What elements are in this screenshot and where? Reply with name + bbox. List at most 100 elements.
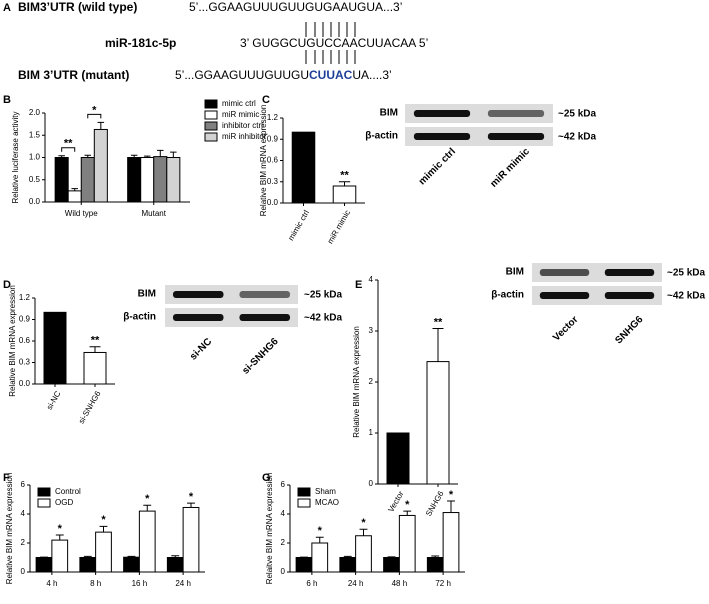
- y-tick-label: 2: [21, 538, 26, 547]
- x-tick-label: Vector: [386, 489, 405, 513]
- blot-row-label: BIM: [506, 267, 524, 278]
- blot-size-label: ~25 kDa: [558, 109, 597, 120]
- error-bar: [84, 154, 92, 158]
- error-bar: [403, 510, 412, 516]
- bar: [166, 157, 181, 203]
- legend-swatch: [297, 498, 311, 508]
- error-bar: [130, 154, 138, 158]
- sig-label: *: [361, 517, 366, 529]
- mutant-seq-part: UA....3’: [352, 68, 391, 82]
- bar: [295, 557, 313, 573]
- mutant-seq-site: CUUAC: [309, 68, 353, 82]
- bar: [80, 157, 95, 203]
- bar: [182, 506, 200, 573]
- sig-label: *: [405, 499, 410, 511]
- panel-letter: C: [262, 94, 270, 106]
- x-tick-label: Wild type: [65, 209, 98, 218]
- y-axis-label: Relative BIM mRNA expression: [352, 326, 361, 438]
- blot-band: [239, 291, 291, 298]
- bar: [291, 131, 316, 204]
- blot-band: [539, 269, 590, 276]
- blot-size-label: ~42 kDa: [304, 313, 343, 324]
- error-bar: [97, 121, 105, 130]
- x-tick-label: SNHG6: [424, 489, 446, 518]
- error-bar: [432, 327, 444, 362]
- y-tick-label: 1.5: [29, 130, 41, 139]
- error-bar: [315, 536, 324, 543]
- sig-label: **: [91, 335, 100, 347]
- y-tick-label: 1: [369, 428, 374, 437]
- y-tick-label: 2: [281, 538, 286, 547]
- x-tick-label: 48 h: [392, 579, 408, 588]
- x-tick-label: 4 h: [46, 579, 57, 588]
- y-tick-label: 2: [369, 377, 374, 386]
- x-tick-label: miR mimic: [326, 209, 352, 246]
- error-bar: [83, 555, 92, 558]
- error-bar: [58, 155, 65, 158]
- blot-size-label: ~42 kDa: [558, 132, 597, 143]
- mirna-label: miR-181c-5p: [105, 36, 176, 50]
- blot-band: [487, 133, 545, 140]
- blot-band: [239, 314, 291, 321]
- blot-strip: [532, 263, 662, 282]
- blot-strip: [165, 308, 298, 327]
- error-bar: [359, 528, 368, 536]
- error-bar: [99, 525, 108, 533]
- y-tick-label: 4: [281, 509, 286, 518]
- y-tick-label: 0: [369, 479, 374, 488]
- x-tick-label: si-NC: [45, 389, 63, 411]
- sig-label: *: [101, 514, 106, 526]
- blot-band: [539, 292, 590, 299]
- bar: [67, 190, 82, 203]
- blot-band: [413, 110, 471, 117]
- y-axis-label: Relative BIM mRNA expression: [8, 285, 17, 397]
- error-bar: [170, 151, 177, 158]
- legend-label: miR inhibitor: [222, 132, 267, 141]
- blot-row-label: β-actin: [491, 290, 524, 301]
- bar: [383, 557, 400, 573]
- blot-band: [487, 110, 545, 117]
- sig-label: *: [92, 104, 97, 116]
- blot-band: [172, 291, 224, 298]
- x-tick-label: 24 h: [348, 579, 364, 588]
- x-tick-label: mimic ctrl: [286, 208, 311, 242]
- blot-size-label: ~42 kDa: [667, 291, 706, 302]
- x-tick-label: 6 h: [306, 579, 317, 588]
- legend-swatch: [204, 110, 218, 120]
- y-tick-label: 2.0: [29, 108, 41, 117]
- blot-strip: [532, 286, 662, 305]
- legend-swatch: [37, 498, 51, 508]
- bar: [79, 557, 97, 573]
- legend-label: OGD: [55, 498, 73, 507]
- legend-label: miR mimic: [222, 110, 259, 119]
- bar: [138, 510, 156, 573]
- error-bar: [89, 346, 101, 353]
- error-bar: [447, 500, 455, 513]
- bar: [311, 542, 329, 573]
- x-tick-label: 16 h: [132, 579, 148, 588]
- error-bar: [127, 555, 136, 558]
- wild-seq: 5’...GGAAGUUUGUUGUGAAUGUA...3’: [189, 0, 402, 14]
- lane-label: si-NC: [188, 336, 214, 362]
- y-tick-label: 0.0: [267, 198, 279, 207]
- x-tick-label: Mutant: [142, 209, 167, 218]
- bar: [35, 557, 53, 573]
- y-tick-label: 1.0: [29, 153, 41, 162]
- y-axis-label: Relaitve BIM mRNA expression: [265, 473, 274, 585]
- y-tick-label: 0.9: [267, 134, 279, 143]
- error-bar: [343, 555, 352, 558]
- bar: [332, 185, 357, 204]
- sig-label: *: [58, 523, 63, 535]
- sig-label: **: [340, 170, 349, 182]
- blot-band: [172, 314, 224, 321]
- sig-bracket: [61, 147, 76, 152]
- bar: [123, 556, 140, 573]
- blot-band: [604, 292, 655, 299]
- blot-size-label: ~25 kDa: [304, 290, 343, 301]
- error-bar: [157, 149, 164, 157]
- bar: [127, 157, 142, 203]
- mutant-seq: 5’...GGAAGUUUGUUGUCUUACUA....3’: [175, 68, 392, 82]
- y-tick-label: 0.6: [267, 156, 279, 165]
- x-tick-label: 72 h: [435, 579, 451, 588]
- y-axis-label: Relative luciferase activity: [11, 111, 20, 203]
